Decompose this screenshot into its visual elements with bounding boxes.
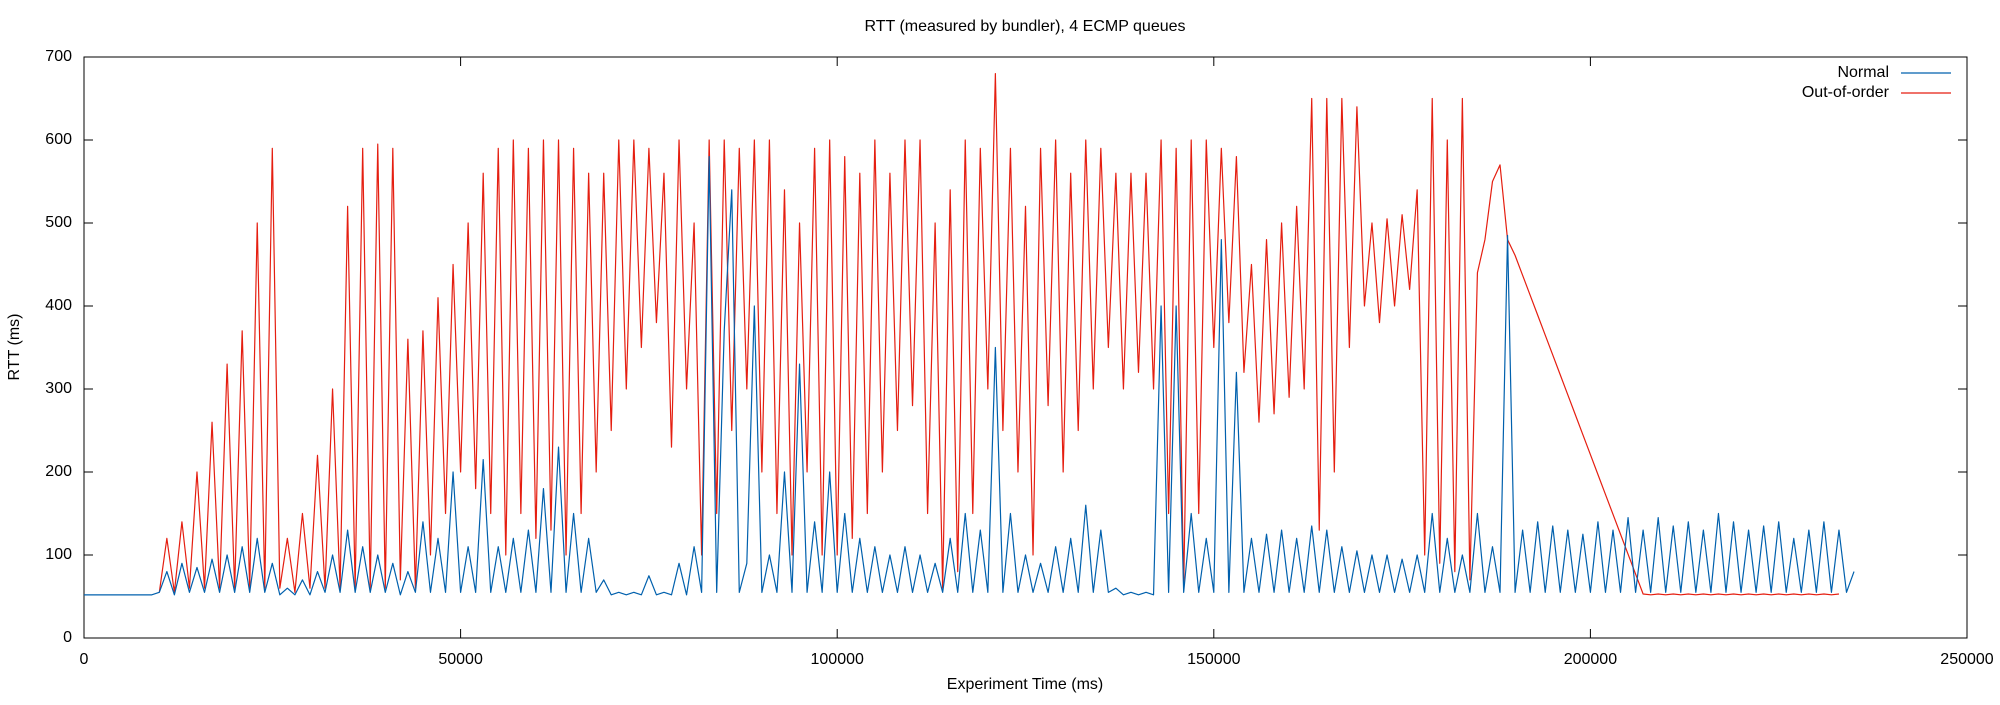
- legend-label: Normal: [1837, 64, 1889, 81]
- y-tick-label: 400: [45, 297, 72, 314]
- y-tick-label: 700: [45, 48, 72, 65]
- series-line: [158, 73, 1840, 596]
- x-tick-label: 100000: [811, 651, 864, 668]
- x-tick-label: 200000: [1564, 651, 1617, 668]
- y-tick-label: 500: [45, 214, 72, 231]
- y-tick-label: 200: [45, 463, 72, 480]
- chart-title: RTT (measured by bundler), 4 ECMP queues: [864, 18, 1185, 35]
- x-tick-label: 50000: [438, 651, 483, 668]
- y-tick-label: 100: [45, 546, 72, 563]
- plot-frame: [83, 56, 1968, 639]
- x-axis-label: Experiment Time (ms): [947, 676, 1103, 693]
- x-tick-label: 250000: [1940, 651, 1993, 668]
- series-line: [84, 156, 1855, 596]
- y-axis-label: RTT (ms): [6, 314, 23, 381]
- x-tick-label: 150000: [1187, 651, 1240, 668]
- legend-label: Out-of-order: [1802, 84, 1890, 101]
- x-tick-label: 0: [80, 651, 89, 668]
- y-tick-label: 0: [63, 629, 72, 646]
- y-tick-label: 600: [45, 131, 72, 148]
- y-tick-label: 300: [45, 380, 72, 397]
